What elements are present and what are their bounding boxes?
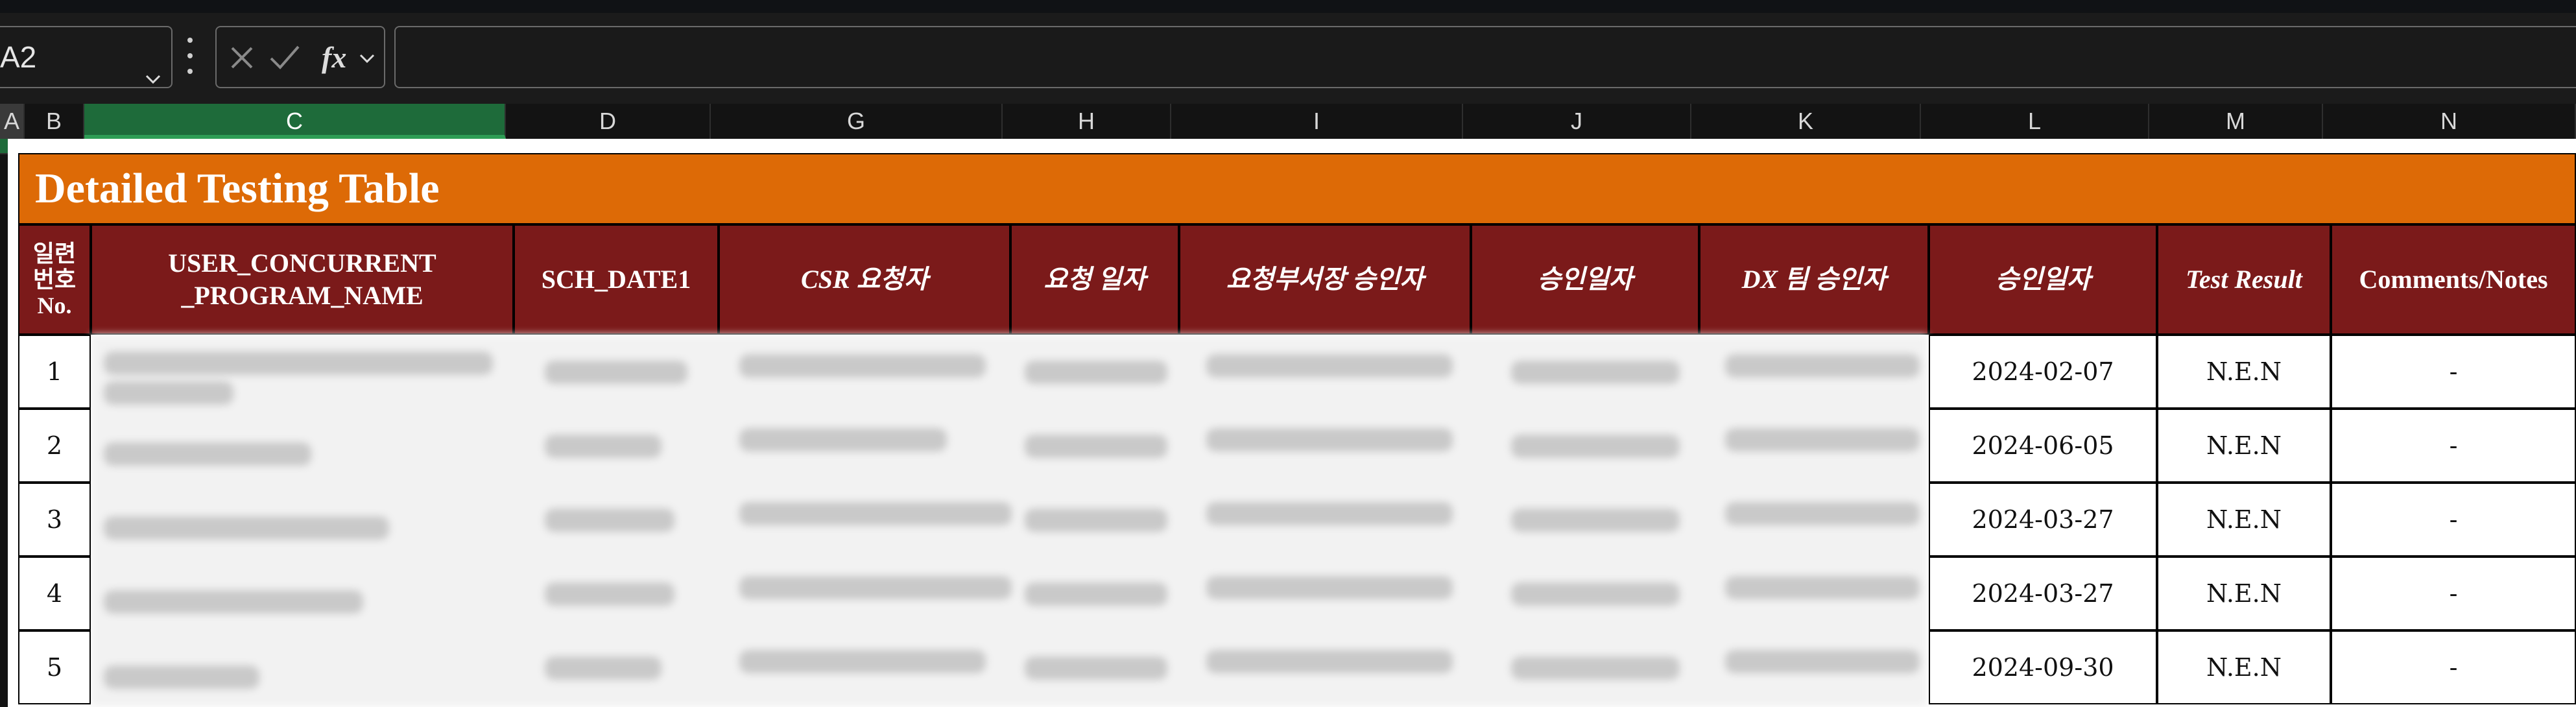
column-header-g[interactable]: G bbox=[711, 104, 1003, 139]
selected-row-marker bbox=[0, 139, 8, 154]
row-1-test-result[interactable]: N.E.N bbox=[2157, 335, 2331, 409]
more-options-icon[interactable] bbox=[187, 38, 193, 74]
row-4-approval-date[interactable]: 2024-03-27 bbox=[1929, 557, 2157, 630]
row-1-no[interactable]: 1 bbox=[18, 335, 91, 409]
header-request-date[interactable]: 요청 일자 bbox=[1010, 224, 1179, 335]
worksheet-grid[interactable]: Detailed Testing Table 일련 번호 No. USER_CO… bbox=[8, 139, 2576, 707]
row-4-comments[interactable]: - bbox=[2331, 557, 2576, 630]
column-header-k[interactable]: K bbox=[1691, 104, 1921, 139]
formula-bar[interactable] bbox=[394, 26, 2576, 88]
row-3-approval-date[interactable]: 2024-03-27 bbox=[1929, 483, 2157, 557]
column-header-d[interactable]: D bbox=[506, 104, 711, 139]
column-header-l[interactable]: L bbox=[1921, 104, 2149, 139]
header-comments[interactable]: Comments/Notes bbox=[2331, 224, 2576, 335]
header-dx-approver[interactable]: DX 팀 승인자 bbox=[1699, 224, 1929, 335]
column-header-a[interactable]: A bbox=[0, 104, 25, 139]
row-2-comments[interactable]: - bbox=[2331, 409, 2576, 483]
header-approval-date-2[interactable]: 승인일자 bbox=[1929, 224, 2157, 335]
row-2-no[interactable]: 2 bbox=[18, 409, 91, 483]
header-sch-date[interactable]: SCH_DATE1 bbox=[514, 224, 719, 335]
row-header-strip[interactable] bbox=[0, 139, 8, 707]
window-top-strip bbox=[0, 0, 2576, 13]
svg-text:fx: fx bbox=[322, 41, 346, 74]
table-title[interactable]: Detailed Testing Table bbox=[18, 153, 2576, 224]
row-5-no[interactable]: 5 bbox=[18, 630, 91, 704]
header-program-name[interactable]: USER_CONCURRENT _PROGRAM_NAME bbox=[91, 224, 514, 335]
row-3-test-result[interactable]: N.E.N bbox=[2157, 483, 2331, 557]
redacted-content bbox=[91, 335, 1927, 707]
column-header-row: A B C D G H I J K L M N bbox=[0, 104, 2576, 139]
row-5-test-result[interactable]: N.E.N bbox=[2157, 630, 2331, 704]
row-5-comments[interactable]: - bbox=[2331, 630, 2576, 704]
formula-actions: fx bbox=[215, 26, 385, 88]
row-2-test-result[interactable]: N.E.N bbox=[2157, 409, 2331, 483]
row-2-approval-date[interactable]: 2024-06-05 bbox=[1929, 409, 2157, 483]
enter-check-icon[interactable] bbox=[268, 43, 301, 76]
row-3-comments[interactable]: - bbox=[2331, 483, 2576, 557]
row-1-comments[interactable]: - bbox=[2331, 335, 2576, 409]
row-5-approval-date[interactable]: 2024-09-30 bbox=[1929, 630, 2157, 704]
insert-function-icon[interactable]: fx bbox=[320, 39, 355, 78]
row-4-test-result[interactable]: N.E.N bbox=[2157, 557, 2331, 630]
column-header-j[interactable]: J bbox=[1463, 104, 1691, 139]
header-serial-no[interactable]: 일련 번호 No. bbox=[18, 224, 91, 335]
header-approval-date-1[interactable]: 승인일자 bbox=[1471, 224, 1699, 335]
column-header-h[interactable]: H bbox=[1003, 104, 1171, 139]
name-box[interactable]: A2 bbox=[0, 26, 173, 88]
chevron-down-icon[interactable] bbox=[358, 49, 376, 71]
column-header-n[interactable]: N bbox=[2323, 104, 2576, 139]
row-3-no[interactable]: 3 bbox=[18, 483, 91, 557]
column-header-i[interactable]: I bbox=[1171, 104, 1463, 139]
column-header-c[interactable]: C bbox=[84, 104, 506, 139]
header-csr-requester[interactable]: CSR 요청자 bbox=[719, 224, 1010, 335]
cancel-icon[interactable] bbox=[227, 43, 257, 76]
chevron-down-icon[interactable] bbox=[144, 48, 162, 108]
header-test-result[interactable]: Test Result bbox=[2157, 224, 2331, 335]
row-1-approval-date[interactable]: 2024-02-07 bbox=[1929, 335, 2157, 409]
column-header-m[interactable]: M bbox=[2149, 104, 2323, 139]
row-4-no[interactable]: 4 bbox=[18, 557, 91, 630]
name-box-value: A2 bbox=[0, 40, 37, 74]
header-dept-approver[interactable]: 요청부서장 승인자 bbox=[1179, 224, 1471, 335]
column-header-b[interactable]: B bbox=[25, 104, 84, 139]
